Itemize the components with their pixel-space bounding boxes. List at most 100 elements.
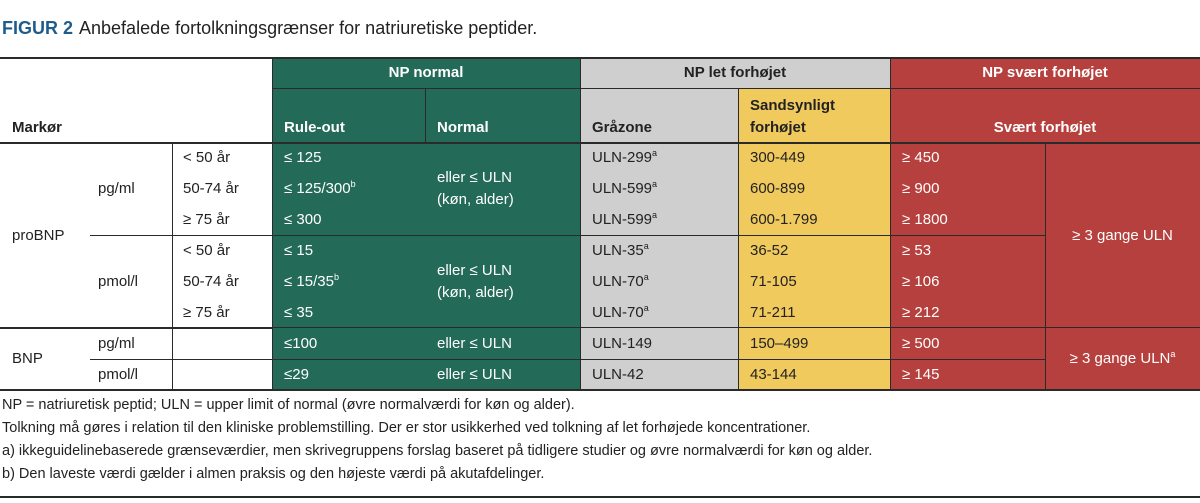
cell-text: ≥ 3 gange ULN xyxy=(1069,350,1171,367)
cell-text: eller ≤ ULN xyxy=(437,334,512,352)
unit: pg/ml xyxy=(98,143,178,236)
rule-out-value: ≤ 300 xyxy=(284,205,424,236)
unit: pmol/l xyxy=(98,359,178,390)
cell-text: ULN-599 xyxy=(592,211,653,229)
cell-text: pg/ml xyxy=(98,180,135,198)
cell-text: ≥ 75 år xyxy=(183,303,230,321)
age-group: 50-74 år xyxy=(183,174,278,205)
rule xyxy=(889,58,891,390)
severe-value: ≥ 900 xyxy=(902,174,1042,205)
cell-text: 50-74 år xyxy=(183,180,239,198)
grey-zone-value: ULN-299a xyxy=(592,143,732,174)
likely-elevated-value: 300-449 xyxy=(750,143,890,174)
cell-text: pmol/l xyxy=(98,272,139,290)
cell-bg xyxy=(890,58,1200,143)
cell-text: ≤100 xyxy=(284,334,318,352)
rule xyxy=(424,88,426,143)
cell-text: ULN-70 xyxy=(592,303,644,321)
rule xyxy=(0,389,1200,391)
column-header: Svært forhøjet xyxy=(890,88,1200,143)
cell-text: < 50 år xyxy=(183,241,231,259)
cell-content: ULN-599a xyxy=(592,178,657,200)
age-group: ≥ 75 år xyxy=(183,205,278,236)
footnote-mark: b xyxy=(350,179,356,190)
cell-text: ≥ 53 xyxy=(902,241,932,259)
cell-text: ≤ 15/35 xyxy=(284,272,334,290)
cell-text: 150–499 xyxy=(750,334,809,352)
cell-text: ≤ 125 xyxy=(284,149,322,167)
severe-value: ≥ 212 xyxy=(902,297,1042,328)
footnote-mark: a xyxy=(643,302,649,313)
marker-name: proBNP xyxy=(12,143,92,328)
cell-text: ≥ 106 xyxy=(902,272,940,290)
severe-multiple: ≥ 3 gange ULNa xyxy=(1045,328,1200,390)
cell-content: ULN-70a xyxy=(592,302,649,324)
grey-zone-value: ULN-149 xyxy=(592,328,732,359)
severe-value: ≥ 53 xyxy=(902,236,1042,267)
cell-content: ULN-35a xyxy=(592,240,649,262)
grey-zone-value: ULN-70a xyxy=(592,266,732,297)
likely-elevated-value: 600-1.799 xyxy=(750,205,890,236)
footnote-mark: a xyxy=(643,240,649,251)
severe-value: ≥ 145 xyxy=(902,359,1042,390)
cell-text: 300-449 xyxy=(750,149,806,167)
likely-elevated-value: 71-211 xyxy=(750,297,890,328)
rule-out-value: ≤ 15 xyxy=(284,236,424,267)
cell-text: ≤ 125/300 xyxy=(284,180,351,198)
cell-text: Sandsynligt forhøjet xyxy=(750,97,836,136)
cell-text: ≤ 35 xyxy=(284,303,314,321)
cell-text: ≥ 900 xyxy=(902,180,940,198)
column-header: Rule-out xyxy=(284,88,424,143)
age-group: < 50 år xyxy=(183,143,278,174)
cell-bg xyxy=(272,58,580,143)
grey-zone-value: ULN-599a xyxy=(592,205,732,236)
rule xyxy=(0,57,1200,59)
footnote-mark: a xyxy=(643,271,649,282)
likely-elevated-value: 36-52 xyxy=(750,236,890,267)
cell-text: 43-144 xyxy=(750,365,797,383)
cell-text: 71-211 xyxy=(750,303,796,321)
normal-range: eller ≤ ULN (køn, alder) xyxy=(437,143,580,236)
cell-text: proBNP xyxy=(12,226,65,244)
cell-text: Svært forhøjet xyxy=(993,119,1097,136)
grey-zone-value: ULN-42 xyxy=(592,359,732,390)
severe-value: ≥ 500 xyxy=(902,328,1042,359)
column-header: Sandsynligt forhøjet xyxy=(750,88,890,143)
normal-range: eller ≤ ULN xyxy=(437,359,580,390)
rule-out-value: ≤ 15/35b xyxy=(284,266,424,297)
group-header: NP let forhøjet xyxy=(580,58,890,88)
cell-text: ULN-149 xyxy=(592,334,653,352)
rule xyxy=(1044,143,1046,390)
rule xyxy=(90,235,1045,236)
rule xyxy=(0,496,1200,498)
marker-name: BNP xyxy=(12,328,92,390)
normal-range: eller ≤ ULN xyxy=(437,328,580,359)
cell-content: ≤ 125/300b xyxy=(284,178,356,200)
cell-text: ≥ 212 xyxy=(902,303,940,321)
footnote-mark: a xyxy=(1170,349,1176,359)
rule-out-value: ≤29 xyxy=(284,359,424,390)
cell-text: ≤ 300 xyxy=(284,211,322,229)
grey-zone-value: ULN-35a xyxy=(592,236,732,267)
cell-text: ULN-35 xyxy=(592,241,644,259)
rule-out-value: ≤ 35 xyxy=(284,297,424,328)
rule xyxy=(171,143,173,390)
cell-text: ≥ 3 gange ULN xyxy=(1072,226,1173,244)
cell-content: ≥ 3 gange ULNa xyxy=(1070,348,1176,370)
cell-text: NP svært forhøjet xyxy=(982,64,1108,81)
column-header: Normal xyxy=(437,88,577,143)
cell-content: ULN-599a xyxy=(592,209,657,231)
rule xyxy=(271,58,273,390)
cell-text: 600-899 xyxy=(750,180,806,198)
cell-text: eller ≤ ULN (køn, alder) xyxy=(437,261,514,301)
cell-content: ≤ 15/35b xyxy=(284,271,339,293)
cell-text: ≥ 145 xyxy=(902,365,940,383)
likely-elevated-value: 150–499 xyxy=(750,328,890,359)
age-group: < 50 år xyxy=(183,236,278,267)
rule-out-value: ≤100 xyxy=(284,328,424,359)
severe-multiple: ≥ 3 gange ULN xyxy=(1045,143,1200,328)
figure-label: FIGUR 2 xyxy=(2,18,74,38)
severe-value: ≥ 1800 xyxy=(902,205,1042,236)
likely-elevated-value: 71-105 xyxy=(750,266,890,297)
